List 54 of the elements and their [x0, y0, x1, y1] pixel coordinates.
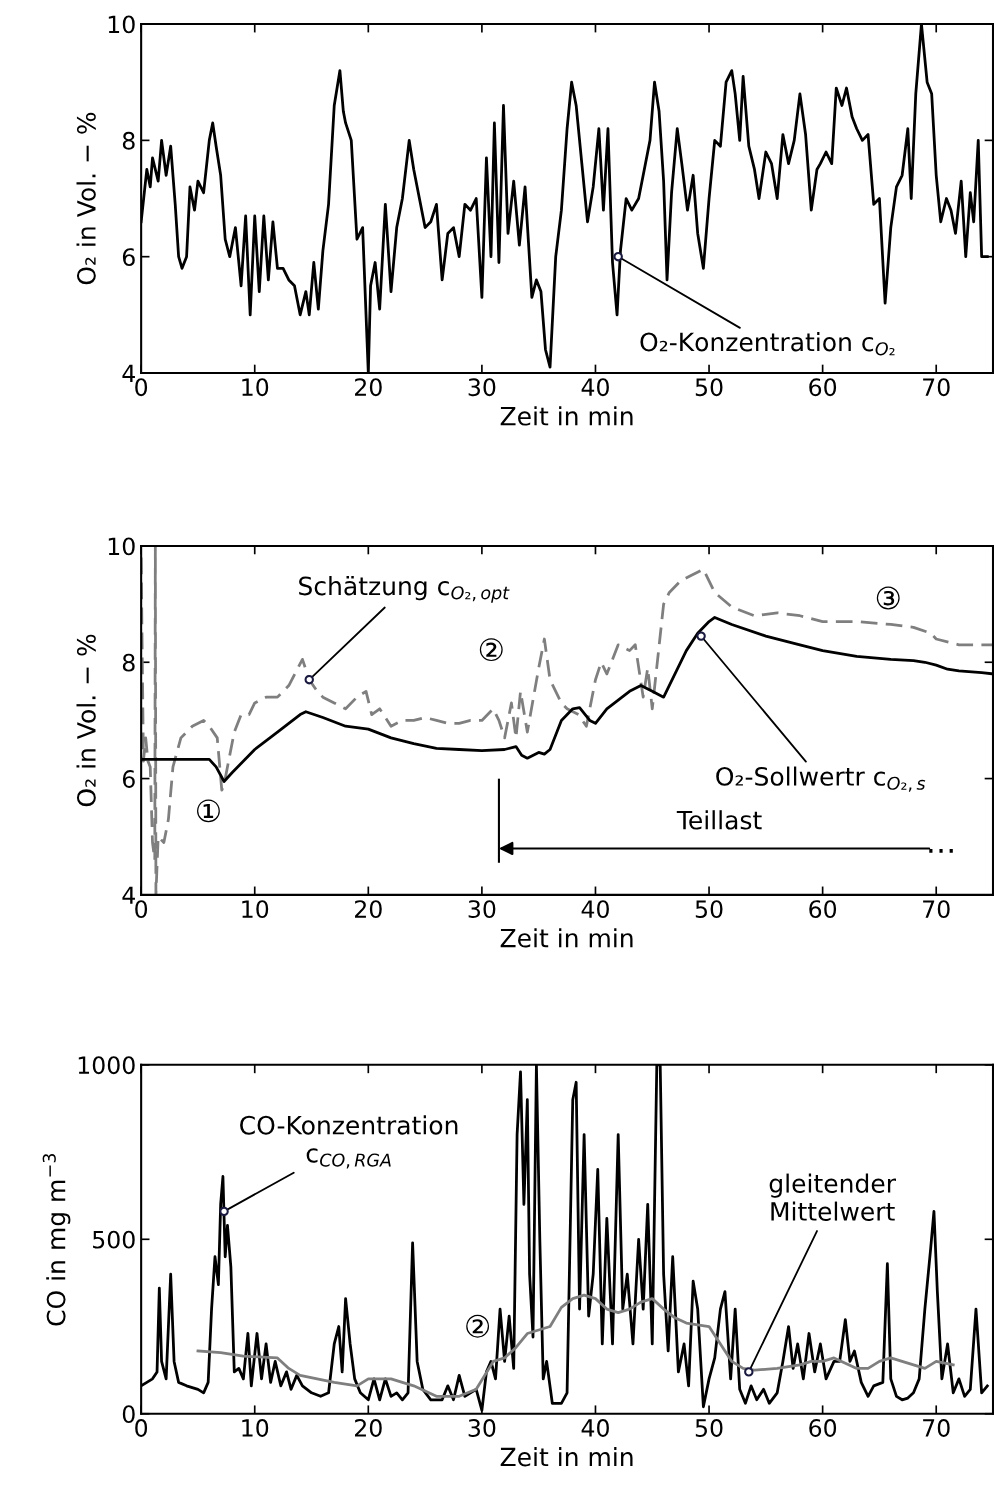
annotation: ②: [479, 638, 503, 662]
y-tick-label: 0: [122, 1405, 135, 1424]
x-tick-label: 50: [695, 378, 723, 397]
x-tick-label: 70: [923, 900, 950, 919]
y-axis-title: O₂ in Vol. − %: [76, 112, 96, 285]
y-tick-label: 8: [122, 653, 135, 672]
x-tick-label: 60: [809, 900, 837, 919]
annotation: Schätzung c$_{O₂,opt}$: [299, 576, 510, 603]
annotation: ③: [876, 586, 900, 610]
annotation: CO-Konzentration c$_{CO,RGA}$: [240, 1115, 458, 1169]
y-tick-label: 10: [108, 15, 135, 34]
annotation: O₂-Konzentration c$_{O₂}$: [640, 332, 895, 356]
y-tick-label: 6: [122, 770, 135, 788]
y-axis-title: CO in mg m$^{−3}$: [42, 1153, 71, 1326]
line-series: [196, 1293, 955, 1398]
y-tick-label: 1000: [78, 1056, 135, 1075]
y-tick-label: 4: [122, 886, 135, 904]
annotation: …: [929, 848, 953, 853]
annotation: gleitender Mittelwert: [769, 1173, 896, 1221]
x-tick-label: 50: [695, 900, 723, 919]
x-tick-label: 70: [923, 378, 950, 397]
y-axis-title: O₂ in Vol. − %: [76, 634, 96, 807]
x-tick-label: 30: [468, 900, 496, 919]
x-tick-label: 0: [135, 900, 148, 919]
x-tick-label: 60: [809, 1419, 837, 1437]
x-tick-label: 0: [135, 378, 148, 397]
x-tick-label: 20: [355, 378, 382, 397]
annotation: O₂-Sollwertr c$_{O₂,s}$: [716, 766, 926, 792]
x-axis-title: Zeit in min: [500, 406, 633, 426]
x-tick-label: 70: [923, 1419, 950, 1437]
x-tick-label: 30: [468, 1419, 496, 1437]
x-tick-label: 40: [581, 900, 609, 919]
annotation: ①: [197, 799, 220, 823]
y-tick-label: 500: [93, 1230, 135, 1249]
line-series: [141, 545, 994, 895]
x-tick-label: 10: [242, 1419, 269, 1437]
x-tick-label: 40: [581, 1419, 609, 1437]
x-axis-title: Zeit in min: [500, 928, 633, 948]
x-tick-label: 10: [242, 378, 269, 397]
x-tick-label: 50: [695, 1419, 723, 1437]
y-tick-label: 4: [122, 364, 135, 382]
x-tick-label: 0: [135, 1419, 148, 1437]
y-tick-label: 6: [122, 248, 135, 266]
x-tick-label: 10: [242, 900, 269, 919]
x-tick-label: 40: [581, 378, 609, 397]
x-tick-label: 60: [809, 378, 837, 397]
y-tick-label: 10: [108, 537, 135, 556]
x-axis-title: Zeit in min: [500, 1447, 633, 1467]
x-tick-label: 30: [468, 378, 496, 397]
annotation: Teillast: [676, 810, 762, 830]
y-tick-label: 8: [122, 131, 135, 150]
annotation: ②: [466, 1314, 490, 1338]
x-tick-label: 20: [355, 900, 382, 919]
x-tick-label: 20: [355, 1419, 382, 1437]
